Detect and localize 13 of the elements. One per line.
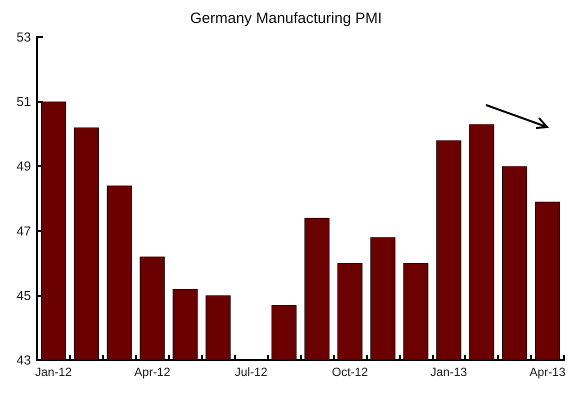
chart-title: Germany Manufacturing PMI xyxy=(190,10,382,27)
x-tick-label: Jan-12 xyxy=(35,365,72,379)
x-tick-label: Jan-13 xyxy=(430,365,468,379)
y-tick-label: 53 xyxy=(16,30,31,44)
y-tick-label: 43 xyxy=(16,352,31,368)
y-tick-label: 49 xyxy=(16,158,31,174)
x-tick-label: Apr-12 xyxy=(134,365,171,379)
x-tick-label: Oct-12 xyxy=(332,365,368,379)
y-tick-label: 47 xyxy=(16,223,31,238)
x-tick-label: Jul-12 xyxy=(234,365,268,379)
y-tick-label: 51 xyxy=(16,94,31,110)
x-tick-label: Apr-13 xyxy=(530,365,566,379)
y-tick-label: 45 xyxy=(16,288,31,303)
